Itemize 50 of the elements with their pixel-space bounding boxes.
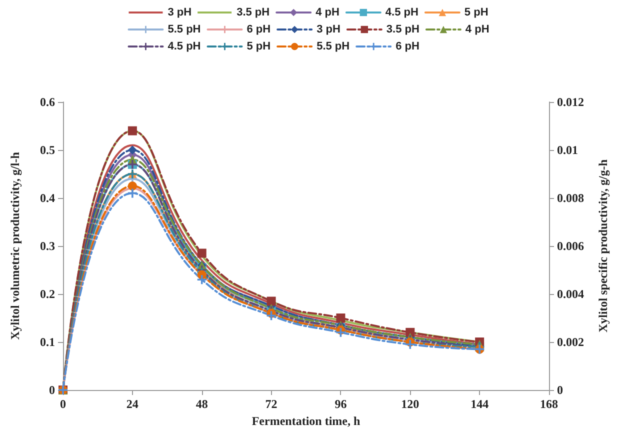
legend-label: 3 pH <box>316 24 340 36</box>
point <box>336 328 346 337</box>
y2-tick-label: 0 <box>557 383 563 397</box>
y-tick-label: 0 <box>49 383 55 397</box>
x-tick-label: 168 <box>540 397 558 411</box>
y-tick-label: 0.5 <box>40 143 55 157</box>
legend-label: 4 pH <box>465 24 490 36</box>
point <box>128 182 137 190</box>
legend-label: 5 pH <box>464 6 488 18</box>
legend-label: 6 pH <box>246 24 271 36</box>
legend-label: 4 pH <box>316 6 340 18</box>
point <box>336 314 346 322</box>
legend-label: 4.5 pH <box>385 6 418 18</box>
y2-tick-label: 0.006 <box>557 239 584 253</box>
point <box>128 126 137 136</box>
y2-tick-label: 0.002 <box>557 335 584 349</box>
y2-tick-label: 0.01 <box>557 143 578 157</box>
point <box>197 248 206 258</box>
point <box>406 340 415 349</box>
point <box>128 188 137 198</box>
point <box>266 311 276 320</box>
x-axis-title: Fermentation time, h <box>252 414 360 428</box>
y-tick-label: 0.1 <box>40 335 55 349</box>
legend-label: 3.5 pH <box>236 6 270 18</box>
legend-label: 3.5 pH <box>386 24 420 36</box>
x-tick-label: 72 <box>265 397 278 411</box>
x-tick-label: 144 <box>470 397 489 411</box>
x-tick-label: 24 <box>126 397 138 411</box>
point <box>197 275 206 284</box>
point <box>266 296 276 306</box>
y2-tick-label: 0.004 <box>557 287 584 301</box>
y2-tick-label: 0.008 <box>557 191 584 205</box>
legend-label: 6 pH <box>396 40 420 52</box>
x-tick-label: 96 <box>334 397 347 411</box>
y2-axis-title: Xylitol specific productivity, g/g-h <box>596 159 610 333</box>
legend-label: 5.5 pH <box>168 24 201 36</box>
legend-label: 5.5 pH <box>316 40 350 52</box>
point <box>128 146 137 154</box>
y2-tick-label: 0.012 <box>557 95 584 109</box>
legend-label: 4.5 pH <box>168 40 201 52</box>
y-tick-label: 0.4 <box>40 191 55 205</box>
y-axis-title: Xylitol volumetric productivity, g/l-h <box>8 152 22 340</box>
y-tick-label: 0.6 <box>40 95 55 109</box>
legend-label: 3 pH <box>168 6 192 18</box>
legend-label: 5 pH <box>246 40 271 52</box>
x-tick-label: 120 <box>401 397 420 411</box>
y-tick-label: 0.3 <box>40 239 55 253</box>
x-tick-label: 0 <box>60 397 66 411</box>
x-tick-label: 48 <box>196 397 208 411</box>
y-tick-label: 0.2 <box>40 287 55 301</box>
